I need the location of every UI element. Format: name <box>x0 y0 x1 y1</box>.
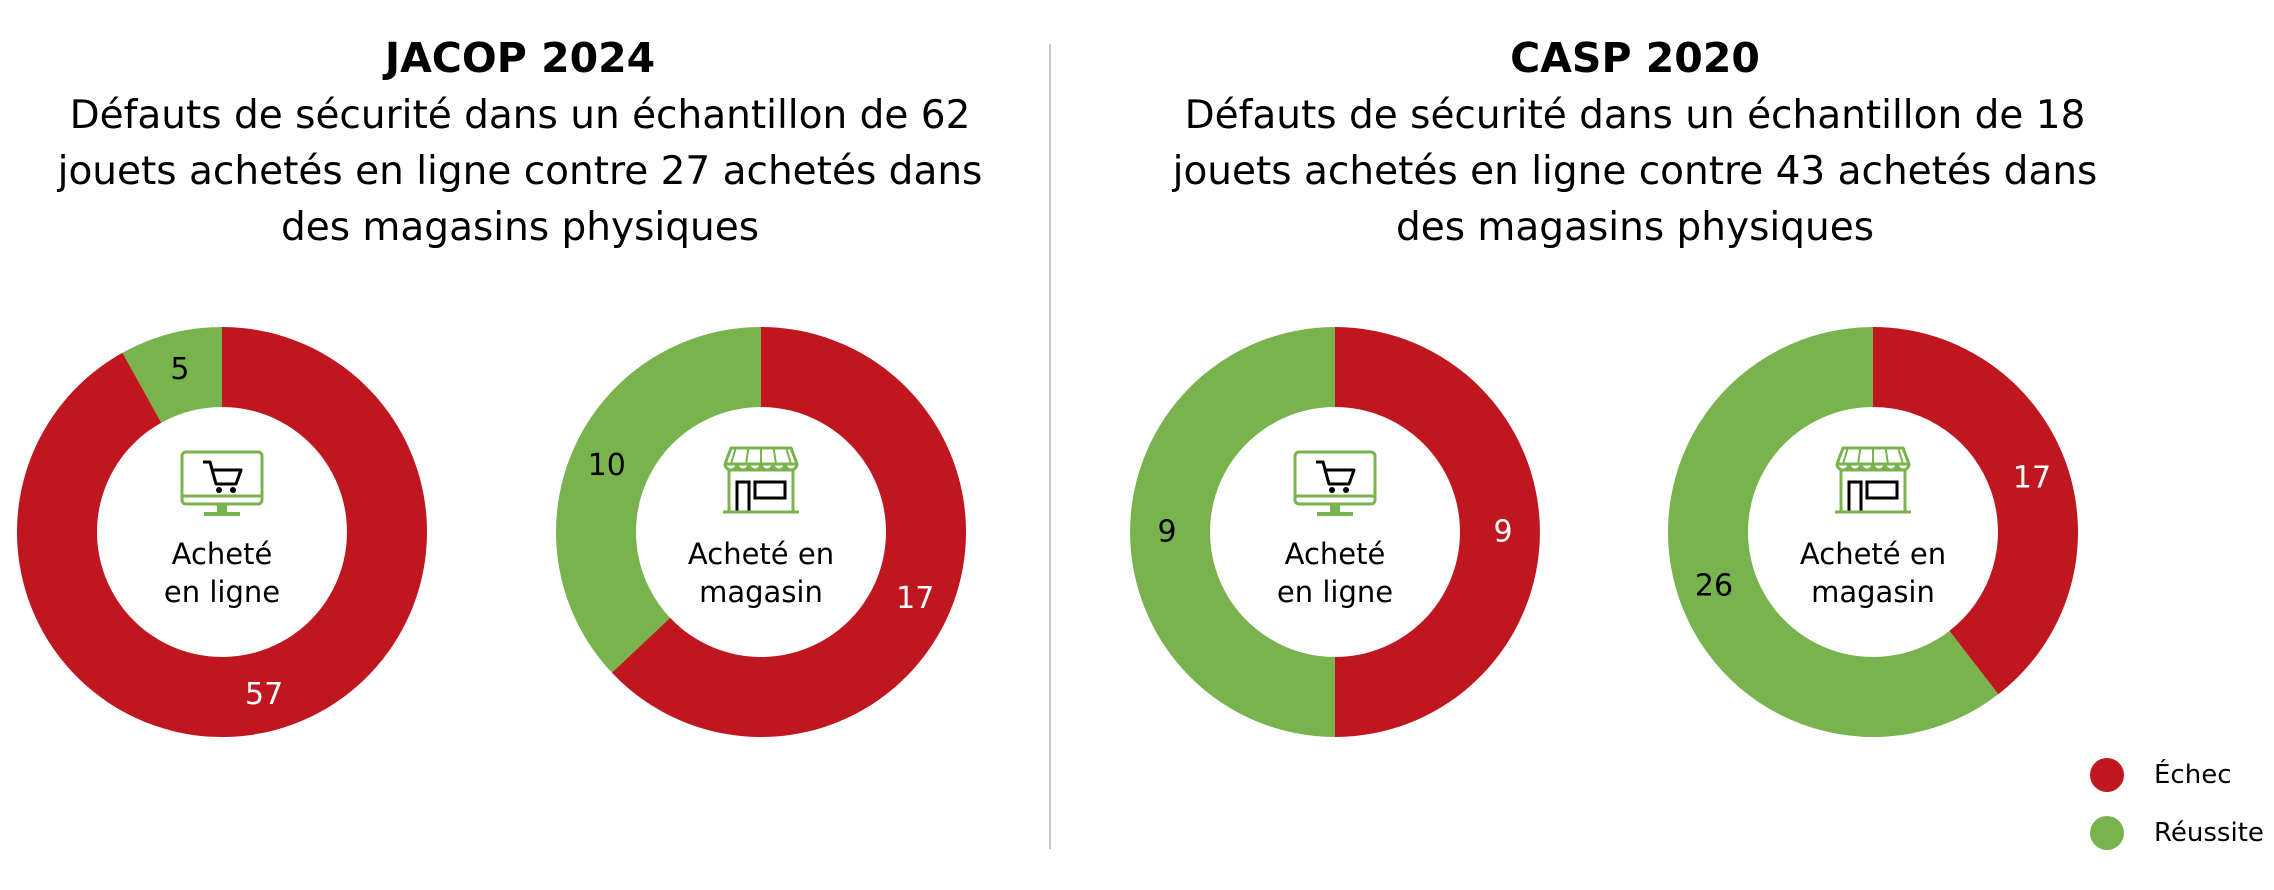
legend-swatch-fail <box>2090 758 2124 792</box>
donut-chart-4: 17 26 Acheté en magasin <box>1668 327 2078 737</box>
data-label-pass: 9 <box>1157 515 1176 550</box>
donut-slice-pass <box>1668 327 1999 737</box>
donut-slice-pass <box>122 327 222 423</box>
legend-label-pass: Réussite <box>2154 818 2264 848</box>
data-label-fail: 9 <box>1493 515 1512 550</box>
donut-slice-fail <box>611 327 967 737</box>
data-label-pass: 10 <box>588 448 626 483</box>
center-label: magasin <box>1811 575 1935 609</box>
data-label-fail: 17 <box>896 581 934 616</box>
center-label: Acheté en <box>688 537 834 571</box>
online-cart-icon <box>180 450 264 516</box>
data-label-fail: 17 <box>2013 460 2051 495</box>
panel-subtitle: Défauts de sécurité dans un échantillon … <box>57 93 983 250</box>
legend-swatch-pass <box>2090 816 2124 850</box>
data-label-pass: 5 <box>170 352 189 387</box>
panel-casp-2020: CASP 2020 Défauts de sécurité dans un éc… <box>1115 0 2155 890</box>
center-label: en ligne <box>164 575 280 609</box>
center-label: Acheté <box>172 537 273 571</box>
panel-title: JACOP 2024 <box>384 34 656 82</box>
online-cart-icon <box>1293 450 1377 516</box>
donut-slice-pass <box>1130 327 1335 737</box>
center-label: Acheté <box>1285 537 1386 571</box>
donut-chart-1: 57 5 Acheté en ligne <box>16 327 427 737</box>
center-label: en ligne <box>1277 575 1393 609</box>
legend-label-fail: Échec <box>2154 760 2232 790</box>
data-label-pass: 26 <box>1695 569 1733 604</box>
panel-divider <box>1049 44 1051 849</box>
data-label-fail: 57 <box>245 677 283 712</box>
donut-slice-fail <box>1335 327 1540 737</box>
donut-slice-fail <box>16 327 427 737</box>
center-label: magasin <box>699 575 823 609</box>
donut-chart-2: 17 10 Acheté en magasin <box>555 327 967 737</box>
donut-chart-3: 9 9 Acheté en ligne <box>1130 327 1540 737</box>
store-icon <box>723 446 799 514</box>
center-label: Acheté en <box>1800 537 1946 571</box>
store-icon <box>1835 446 1911 514</box>
panel-subtitle: Défauts de sécurité dans un échantillon … <box>1172 93 2098 250</box>
donut-slice-fail <box>1873 327 2078 695</box>
panel-jacop-2024: JACOP 2024 Défauts de sécurité dans un é… <box>0 0 1040 890</box>
donut-slice-pass <box>555 327 761 673</box>
panel-title: CASP 2020 <box>1510 34 1760 82</box>
